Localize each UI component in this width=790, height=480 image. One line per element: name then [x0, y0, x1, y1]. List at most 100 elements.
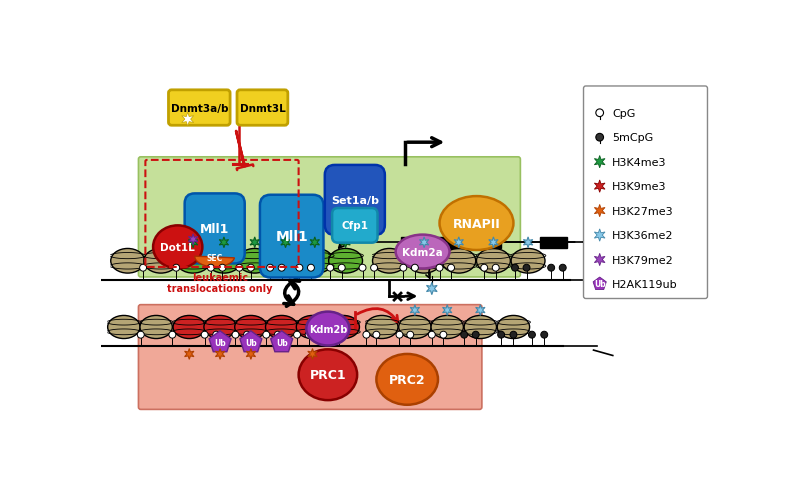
Circle shape [305, 332, 312, 338]
Circle shape [243, 332, 250, 338]
Circle shape [169, 332, 176, 338]
Polygon shape [220, 238, 228, 248]
Ellipse shape [329, 249, 363, 274]
Ellipse shape [431, 316, 464, 339]
Ellipse shape [296, 316, 329, 339]
Circle shape [294, 332, 300, 338]
Polygon shape [489, 238, 498, 248]
Circle shape [396, 332, 403, 338]
Polygon shape [594, 229, 605, 242]
Circle shape [492, 264, 499, 272]
Text: Kdm2b: Kdm2b [309, 324, 347, 334]
Polygon shape [594, 254, 605, 266]
Circle shape [428, 332, 435, 338]
Text: Ub: Ub [276, 338, 288, 347]
Text: Dnmt3L: Dnmt3L [239, 103, 285, 113]
Ellipse shape [407, 249, 441, 274]
Ellipse shape [238, 249, 272, 274]
Ellipse shape [207, 249, 241, 274]
Ellipse shape [399, 316, 431, 339]
Polygon shape [271, 331, 292, 352]
Text: Dnmt3a/b: Dnmt3a/b [171, 103, 228, 113]
Ellipse shape [269, 249, 303, 274]
Circle shape [232, 332, 239, 338]
Polygon shape [442, 305, 452, 316]
Circle shape [510, 332, 517, 338]
Ellipse shape [511, 249, 545, 274]
Circle shape [307, 264, 314, 272]
Text: H3K79me2: H3K79me2 [612, 255, 674, 265]
Ellipse shape [476, 249, 510, 274]
Circle shape [137, 332, 145, 338]
Ellipse shape [204, 316, 236, 339]
Polygon shape [476, 305, 485, 316]
Ellipse shape [299, 249, 333, 274]
Ellipse shape [396, 235, 450, 269]
Polygon shape [246, 349, 255, 360]
Text: 5mCpG: 5mCpG [612, 133, 653, 143]
Polygon shape [341, 238, 350, 248]
Circle shape [547, 264, 555, 272]
FancyBboxPatch shape [138, 157, 521, 277]
Circle shape [296, 264, 303, 272]
Circle shape [278, 264, 285, 272]
Circle shape [359, 264, 366, 272]
Text: Kdm2a: Kdm2a [402, 247, 443, 257]
Circle shape [247, 264, 254, 272]
Circle shape [440, 332, 447, 338]
Ellipse shape [307, 312, 349, 346]
Polygon shape [419, 238, 429, 248]
Ellipse shape [111, 249, 145, 274]
Text: Mll1: Mll1 [200, 222, 229, 235]
Circle shape [498, 332, 505, 338]
Circle shape [325, 332, 331, 338]
Polygon shape [594, 205, 605, 217]
Circle shape [400, 264, 407, 272]
Circle shape [436, 264, 443, 272]
Polygon shape [594, 180, 605, 193]
Text: Ub: Ub [245, 338, 257, 347]
Circle shape [541, 332, 547, 338]
Ellipse shape [373, 249, 406, 274]
Text: H3K4me3: H3K4me3 [612, 157, 667, 168]
Circle shape [412, 264, 419, 272]
Circle shape [219, 264, 226, 272]
Circle shape [236, 264, 243, 272]
Ellipse shape [376, 354, 438, 405]
Ellipse shape [144, 249, 178, 274]
Text: RNAPII: RNAPII [453, 217, 500, 230]
Circle shape [596, 109, 604, 117]
Ellipse shape [235, 316, 267, 339]
Ellipse shape [465, 316, 496, 339]
Polygon shape [189, 234, 198, 245]
Polygon shape [524, 238, 532, 248]
Polygon shape [209, 331, 231, 352]
Polygon shape [185, 349, 194, 360]
FancyBboxPatch shape [237, 91, 288, 126]
Text: H3K36me2: H3K36me2 [612, 230, 674, 240]
Circle shape [529, 332, 536, 338]
Text: H3K9me3: H3K9me3 [612, 182, 667, 192]
Circle shape [201, 332, 208, 338]
Circle shape [596, 134, 604, 142]
Circle shape [338, 264, 345, 272]
Text: Ub: Ub [594, 280, 606, 289]
Circle shape [448, 264, 454, 272]
Polygon shape [281, 238, 290, 248]
Polygon shape [427, 283, 437, 295]
Polygon shape [454, 238, 464, 248]
Circle shape [523, 264, 530, 272]
Circle shape [511, 264, 518, 272]
Circle shape [472, 332, 480, 338]
Polygon shape [410, 305, 419, 316]
Circle shape [213, 332, 220, 338]
FancyBboxPatch shape [584, 87, 708, 299]
Text: Cfp1: Cfp1 [341, 221, 368, 231]
Text: leukaemic
translocations only: leukaemic translocations only [167, 272, 273, 294]
Polygon shape [240, 331, 261, 352]
Ellipse shape [265, 316, 298, 339]
Text: H2AK119ub: H2AK119ub [612, 279, 678, 289]
Text: PRC1: PRC1 [310, 369, 346, 382]
Text: CpG: CpG [612, 108, 635, 119]
Bar [401, 238, 501, 248]
